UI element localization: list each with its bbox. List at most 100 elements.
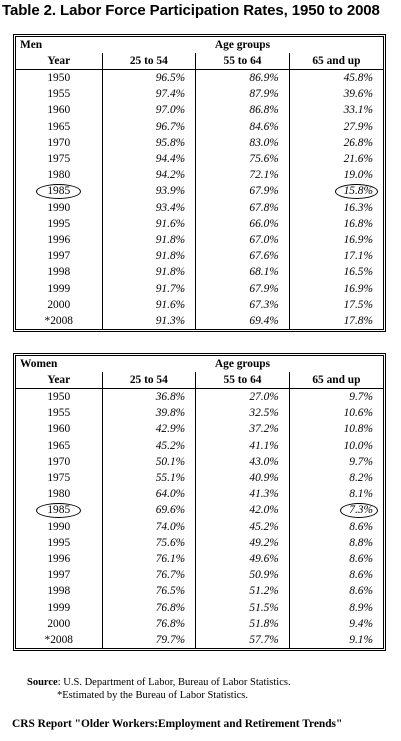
cell-text: 1955	[47, 88, 71, 101]
cell-text: 76.1%	[155, 552, 186, 565]
year-cell: 1995	[16, 535, 102, 551]
table-row: 1960 42.9% 37.2% 10.8%	[16, 421, 383, 438]
value-25-54-cell: 91.6%	[101, 215, 196, 232]
cell-text: 1955	[47, 407, 71, 420]
table-row: 1960 97.0% 86.8% 33.1%	[16, 102, 383, 119]
cell-text: 9.7%	[349, 455, 373, 468]
women-tbody: Women Age groups Year 25 to 54 55 to 64 …	[16, 356, 383, 648]
circled-value: 7.3%	[340, 503, 378, 519]
value-65-up-cell: 16.9%	[288, 280, 383, 297]
value-65-up-cell: 17.8%	[288, 312, 383, 329]
value-55-64-cell: 86.8%	[195, 102, 290, 119]
cell-text: 17.5%	[343, 298, 373, 311]
cell-text: 1950	[47, 72, 71, 85]
cell-text: 26.8%	[343, 136, 373, 149]
value-65-up-cell: 8.6%	[288, 583, 383, 600]
value-25-54-cell: 75.6%	[101, 534, 196, 551]
table-row: 1997 76.7% 50.9% 8.6%	[16, 567, 383, 584]
value-65-up-cell: 8.6%	[288, 550, 383, 568]
cell-text: 49.2%	[249, 536, 279, 549]
value-55-64-cell: 43.0%	[195, 453, 290, 470]
cell-text: 16.5%	[343, 266, 373, 279]
cell-text: 1996	[47, 233, 71, 246]
cell-text: 69.6%	[155, 504, 186, 517]
estimated-note: *Estimated by the Bureau of Labor Statis…	[57, 690, 248, 701]
cell-text: 96.7%	[155, 120, 186, 133]
men-col3-header: 65 and up	[288, 53, 383, 70]
cell-text: 96.5%	[155, 72, 186, 85]
year-cell: 1985	[16, 502, 102, 519]
value-65-up-cell: 17.1%	[288, 248, 383, 265]
value-55-64-cell: 69.4%	[195, 312, 290, 329]
cell-text: 97.4%	[155, 88, 186, 101]
cell-text: 32.5%	[249, 407, 279, 420]
cell-text: 83.0%	[249, 136, 279, 149]
men-column-header-row: Year 25 to 54 55 to 64 65 and up	[16, 53, 383, 70]
value-65-up-cell: 8.6%	[288, 567, 383, 584]
year-cell: 1955	[16, 86, 102, 102]
cell-text: 50.1%	[155, 455, 186, 468]
value-25-54-cell: 79.7%	[101, 631, 196, 648]
men-age-groups-header: Age groups	[214, 39, 271, 51]
women-year-header: Year	[16, 372, 102, 389]
cell-text: 75.6%	[249, 153, 279, 166]
table-row: 1955 39.8% 32.5% 10.6%	[16, 405, 383, 422]
table-row: *2008 91.3% 69.4% 17.8%	[16, 312, 383, 329]
cell-text: 10.8%	[343, 423, 373, 436]
cell-text: 21.6%	[343, 153, 373, 166]
year-cell: 1955	[16, 405, 102, 421]
cell-text: 1975	[47, 472, 71, 485]
circled-year: 1985	[36, 503, 82, 519]
cell-text: 1997	[47, 250, 71, 263]
value-65-up-cell: 19.0%	[288, 167, 383, 184]
value-55-64-cell: 50.9%	[195, 567, 290, 584]
cell-text: 45.2%	[155, 439, 186, 452]
table-row: 1970 95.8% 83.0% 26.8%	[16, 134, 383, 151]
women-label: Women	[20, 358, 58, 370]
cell-text: 45.2%	[249, 520, 279, 533]
table-row: 1996 91.8% 67.0% 16.9%	[16, 231, 383, 249]
value-25-54-cell: 42.9%	[101, 421, 196, 438]
table-row: 1950 36.8% 27.0% 9.7%	[16, 388, 383, 406]
table-row: 1970 50.1% 43.0% 9.7%	[16, 453, 383, 470]
value-65-up-cell: 9.1%	[288, 631, 383, 648]
value-55-64-cell: 51.5%	[195, 599, 290, 616]
value-25-54-cell: 97.0%	[101, 102, 196, 119]
women-col2-header: 55 to 64	[195, 372, 290, 389]
value-65-up-cell: 16.5%	[288, 264, 383, 281]
cell-text: 51.8%	[249, 617, 279, 630]
cell-text: 87.9%	[249, 88, 279, 101]
year-cell: 1996	[16, 551, 102, 567]
year-cell: 2000	[16, 616, 102, 632]
table-row: 1997 91.8% 67.6% 17.1%	[16, 248, 383, 265]
cell-text: 1995	[47, 536, 71, 549]
year-cell: 1995	[16, 216, 102, 232]
cell-text: 45.8%	[343, 72, 373, 85]
table-row: 1955 97.4% 87.9% 39.6%	[16, 86, 383, 103]
cell-text: 67.9%	[249, 282, 279, 295]
value-25-54-cell: 91.8%	[101, 231, 196, 249]
value-55-64-cell: 68.1%	[195, 264, 290, 281]
value-55-64-cell: 67.9%	[195, 183, 290, 200]
cell-text: 40.9%	[249, 472, 279, 485]
cell-text: 95.8%	[155, 136, 186, 149]
cell-text: 33.1%	[343, 104, 373, 117]
value-25-54-cell: 55.1%	[101, 469, 196, 487]
cell-text: 8.6%	[349, 552, 373, 565]
women-column-header-row: Year 25 to 54 55 to 64 65 and up	[16, 372, 383, 389]
cell-text: 37.2%	[249, 423, 279, 436]
value-65-up-cell: 10.6%	[288, 405, 383, 422]
report-citation: CRS Report "Older Workers:Employment and…	[12, 718, 343, 730]
value-25-54-cell: 39.8%	[101, 405, 196, 422]
cell-text: 8.9%	[349, 601, 373, 614]
value-65-up-cell: 16.3%	[288, 199, 383, 216]
table-row: 1965 96.7% 84.6% 27.9%	[16, 118, 383, 135]
cell-text: 8.1%	[349, 488, 373, 501]
cell-text: 9.1%	[349, 633, 373, 646]
value-25-54-cell: 95.8%	[101, 134, 196, 151]
value-55-64-cell: 51.2%	[195, 583, 290, 600]
value-25-54-cell: 36.8%	[101, 388, 196, 406]
cell-text: 1980	[47, 488, 71, 501]
cell-text: 19.0%	[343, 169, 373, 182]
value-25-54-cell: 93.4%	[101, 199, 196, 216]
